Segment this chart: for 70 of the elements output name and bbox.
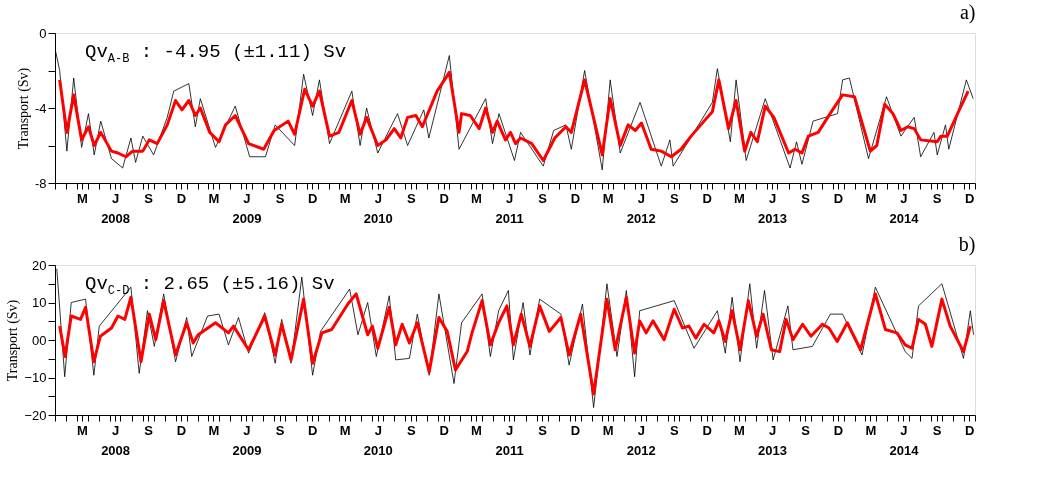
x-tick-label: S	[407, 422, 416, 438]
x-tick-label: J 2014	[889, 190, 920, 226]
x-tick-label: D	[570, 190, 581, 206]
x-tick-label: D	[439, 422, 449, 438]
x-tick-label: S	[407, 190, 416, 206]
x-tick-label: M	[77, 422, 88, 438]
x-tick-label: S	[932, 422, 942, 438]
y-axis-title: Transport (Sv)	[5, 299, 22, 382]
x-tick-label: J 2009	[232, 422, 262, 458]
x-tick-label: J 2012	[626, 190, 656, 226]
x-tick-label: S	[670, 190, 680, 206]
x-tick-label: M	[602, 422, 614, 438]
x-tick-label: D	[308, 190, 318, 206]
x-tick-label: J 2013	[758, 422, 788, 458]
x-tick-label: M	[208, 190, 220, 206]
x-tick-label: S	[670, 422, 680, 438]
x-tick-label: D	[965, 422, 975, 438]
x-tick-label: M	[734, 422, 745, 438]
x-tick-label: J 2011	[495, 190, 524, 226]
x-tick-label: D	[308, 422, 318, 438]
line-series	[58, 70, 970, 162]
x-tick-label: S	[538, 190, 548, 206]
x-tick-label: D	[439, 190, 449, 206]
x-tick-label: S	[801, 190, 811, 206]
x-tick-label: D	[702, 422, 712, 438]
chart-title: b)	[958, 233, 976, 256]
x-tick-label: S	[275, 190, 285, 206]
x-tick-label: M	[208, 422, 220, 438]
x-tick-label: M	[865, 190, 877, 206]
x-tick-label: J 2010	[363, 422, 393, 458]
x-tick-label: M	[734, 190, 745, 206]
y-tick-label: -4	[34, 100, 47, 116]
y-tick-label: −10	[24, 370, 47, 385]
x-tick-label: M	[865, 422, 877, 438]
y-tick-label: −20	[24, 407, 47, 423]
x-tick-label: J 2009	[232, 190, 262, 226]
x-tick-label: D	[965, 190, 975, 206]
x-tick-label: M	[77, 190, 88, 206]
x-tick-label: S	[144, 422, 154, 438]
x-tick-label: J 2008	[101, 422, 131, 458]
x-tick-label: S	[932, 190, 942, 206]
x-tick-label: J 2012	[626, 422, 656, 458]
x-tick-label: S	[275, 422, 285, 438]
y-tick-label: 0	[39, 25, 47, 41]
x-tick-label: D	[702, 190, 712, 206]
x-tick-label: J 2008	[101, 190, 131, 226]
x-tick-label: M	[339, 422, 351, 438]
x-tick-label: D	[176, 422, 187, 438]
y-tick-label: -8	[34, 175, 47, 191]
x-tick-label: D	[570, 422, 581, 438]
line-series	[58, 292, 972, 396]
x-tick-label: D	[176, 190, 187, 206]
x-tick-label: M	[471, 190, 482, 206]
x-tick-label: J 2014	[889, 422, 920, 458]
x-tick-label: M	[339, 190, 351, 206]
y-tick-label: 10	[32, 295, 47, 310]
x-tick-label: S	[144, 190, 154, 206]
x-tick-label: J 2010	[363, 190, 393, 226]
x-tick-label: D	[833, 422, 844, 438]
x-tick-label: D	[833, 190, 844, 206]
y-tick-label: 20	[32, 257, 47, 273]
y-axis-title: Transport (Sv)	[15, 67, 32, 150]
chart-title: a)	[959, 1, 976, 24]
x-tick-label: M	[602, 190, 614, 206]
x-tick-label: S	[801, 422, 811, 438]
y-tick-label: 00	[32, 332, 47, 348]
x-tick-label: J 2011	[495, 422, 524, 458]
x-tick-label: S	[538, 422, 548, 438]
x-tick-label: M	[471, 422, 482, 438]
x-tick-label: J 2013	[758, 190, 788, 226]
